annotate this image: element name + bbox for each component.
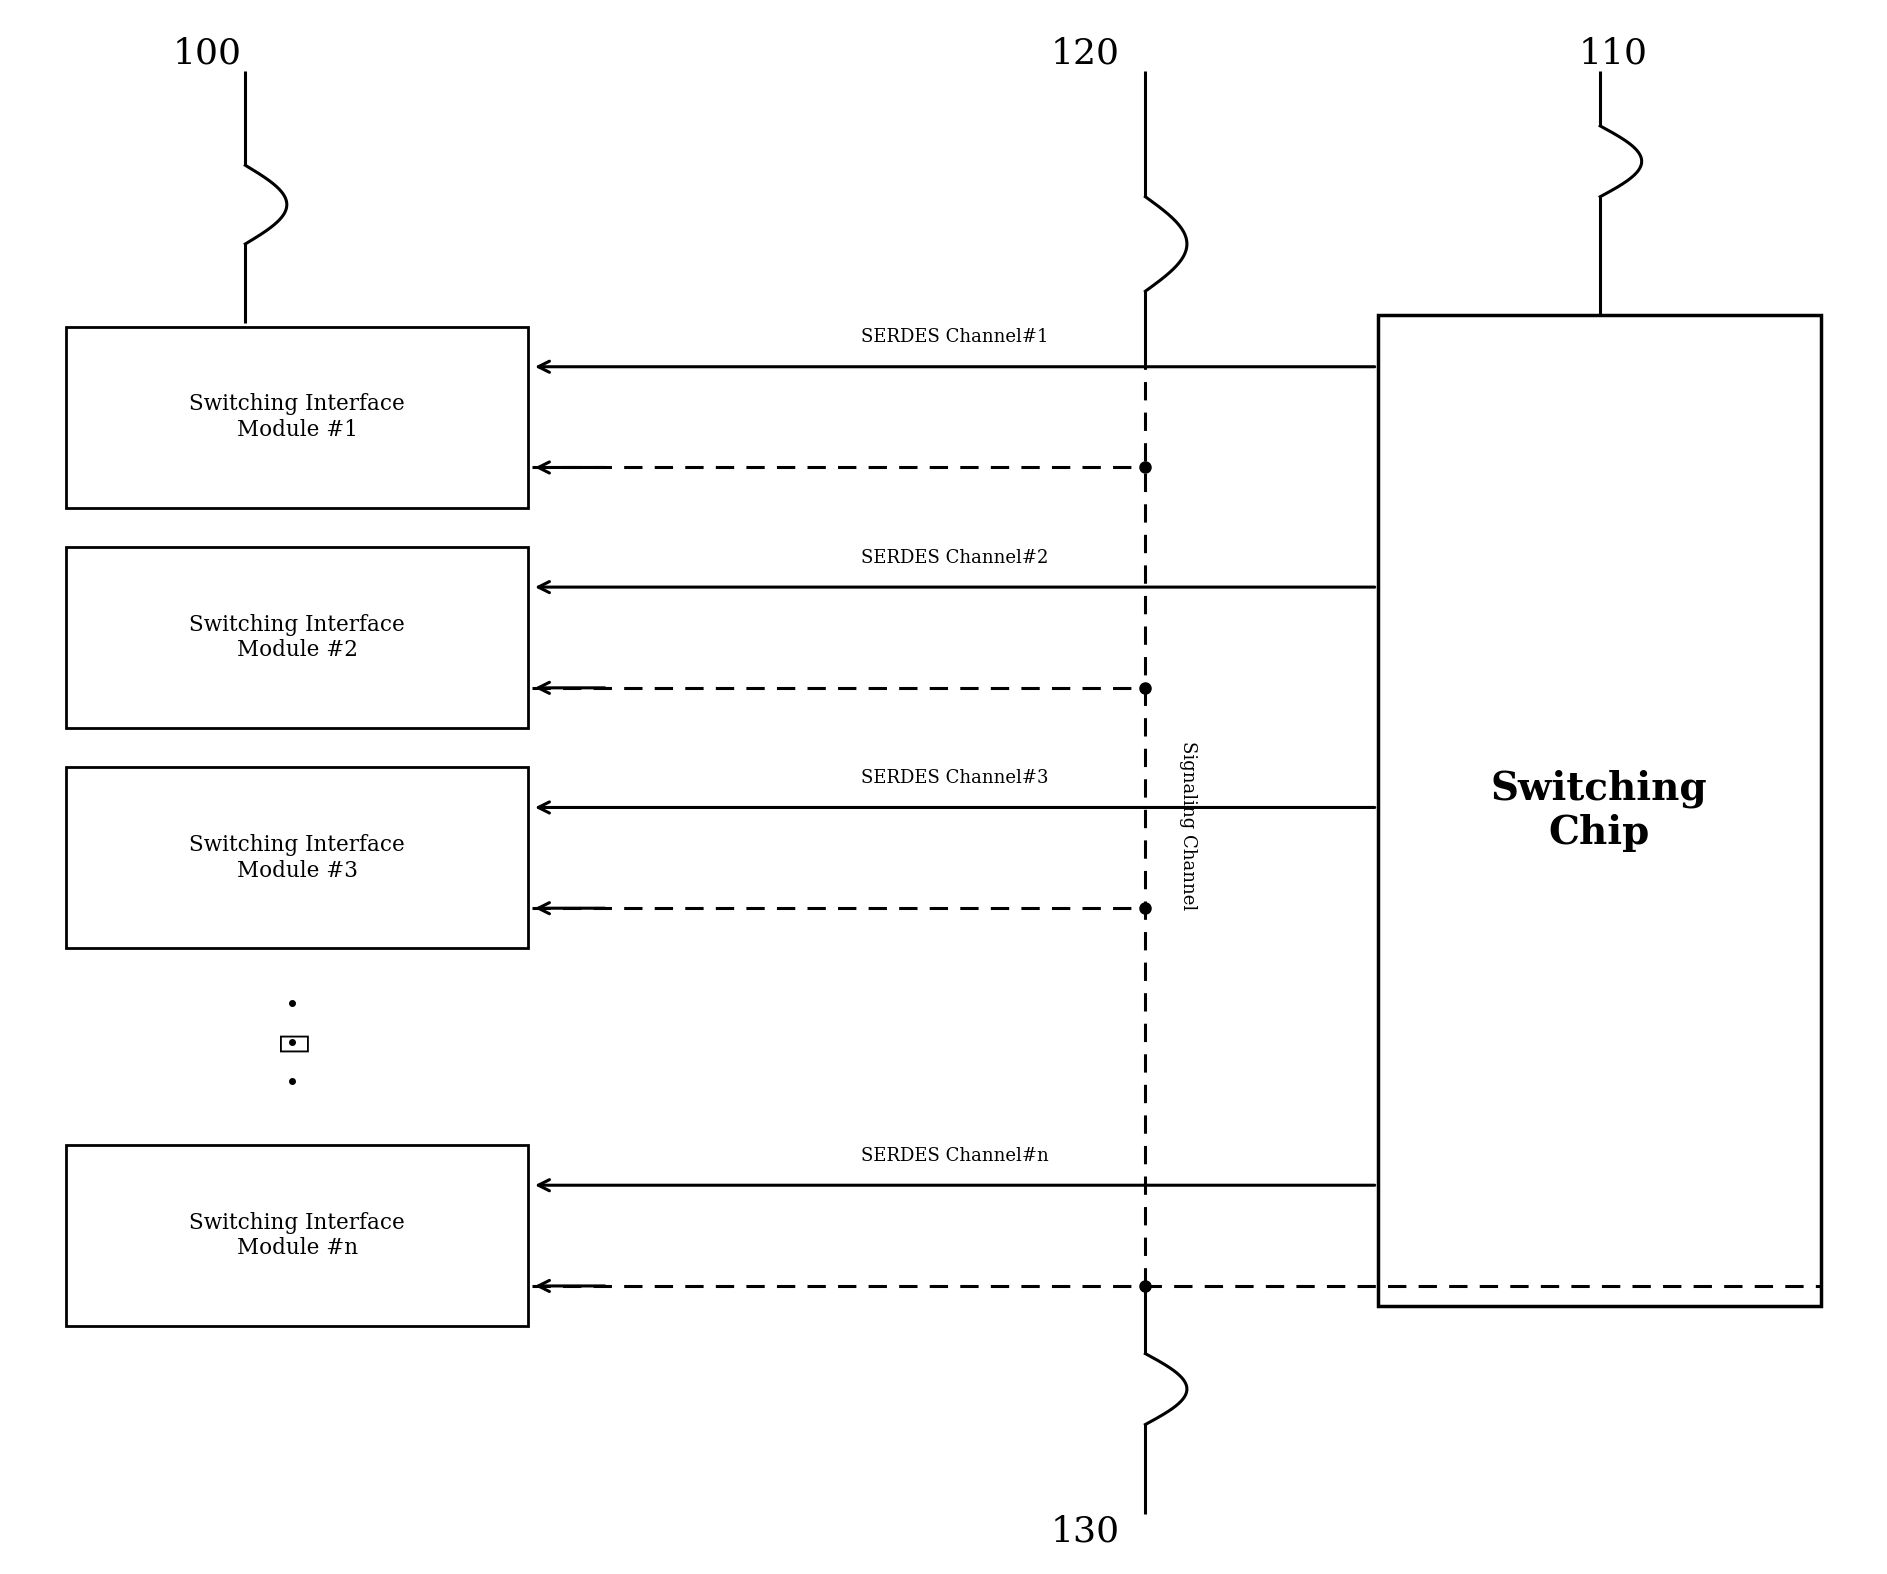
Text: SERDES Channel#3: SERDES Channel#3 bbox=[860, 770, 1049, 787]
Text: 130: 130 bbox=[1051, 1514, 1119, 1549]
Text: Switching Interface
Module #3: Switching Interface Module #3 bbox=[189, 834, 406, 881]
Text: SERDES Channel#1: SERDES Channel#1 bbox=[860, 329, 1049, 346]
Bar bbox=[1378, 315, 1821, 1306]
Text: 120: 120 bbox=[1051, 36, 1119, 71]
Text: Switching Interface
Module #1: Switching Interface Module #1 bbox=[189, 394, 406, 441]
Text: ⋯: ⋯ bbox=[277, 1033, 308, 1051]
Text: Signaling Channel: Signaling Channel bbox=[1179, 741, 1198, 910]
Bar bbox=[66, 767, 528, 948]
Bar bbox=[66, 1146, 528, 1325]
Text: SERDES Channel#2: SERDES Channel#2 bbox=[860, 549, 1049, 567]
Text: Switching Interface
Module #n: Switching Interface Module #n bbox=[189, 1212, 406, 1259]
Text: 100: 100 bbox=[174, 36, 242, 71]
Bar bbox=[66, 548, 528, 727]
Text: Switching
Chip: Switching Chip bbox=[1491, 770, 1708, 852]
Bar bbox=[66, 327, 528, 507]
Text: Switching Interface
Module #2: Switching Interface Module #2 bbox=[189, 614, 406, 661]
Text: 110: 110 bbox=[1579, 36, 1647, 71]
Text: SERDES Channel#n: SERDES Channel#n bbox=[860, 1147, 1049, 1165]
